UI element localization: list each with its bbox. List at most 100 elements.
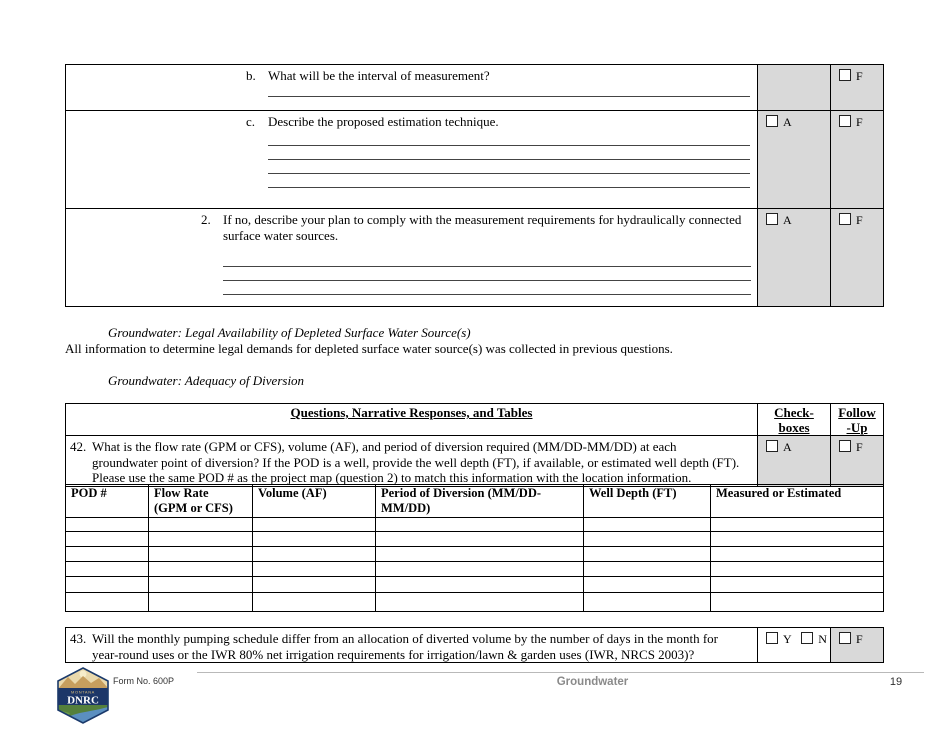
pod-cell[interactable] bbox=[148, 561, 253, 577]
checkbox-a-cell-empty bbox=[757, 64, 831, 111]
question-b-number: b. bbox=[246, 68, 256, 83]
question-c-cell: c. Describe the proposed estimation tech… bbox=[65, 110, 758, 209]
applicant-checkbox[interactable] bbox=[766, 213, 778, 225]
pod-cell[interactable] bbox=[375, 546, 584, 562]
answer-line[interactable] bbox=[268, 146, 750, 160]
pod-cell[interactable] bbox=[583, 517, 711, 532]
measurement-table: b. What will be the interval of measurem… bbox=[65, 64, 884, 307]
yes-checkbox[interactable] bbox=[766, 632, 778, 644]
question-43-line2: year-round uses or the IWR 80% net irrig… bbox=[92, 646, 695, 662]
pod-cell[interactable] bbox=[252, 546, 376, 562]
pod-cell[interactable] bbox=[148, 517, 253, 532]
pod-table: POD # Flow Rate (GPM or CFS) Volume (AF)… bbox=[65, 484, 884, 612]
followup-header-line2: -Up bbox=[846, 420, 868, 435]
question-42-cell: 42. What is the flow rate (GPM or CFS), … bbox=[65, 435, 758, 487]
checkbox-a-cell: A bbox=[757, 435, 831, 487]
pod-cell[interactable] bbox=[375, 531, 584, 547]
pod-cell[interactable] bbox=[65, 531, 149, 547]
pod-header-text: POD # bbox=[71, 486, 107, 500]
pod-header-volume: Volume (AF) bbox=[252, 484, 376, 518]
followup-checkbox[interactable] bbox=[839, 213, 851, 225]
pod-cell[interactable] bbox=[148, 576, 253, 593]
pod-cell[interactable] bbox=[710, 576, 884, 593]
pod-cell[interactable] bbox=[710, 561, 884, 577]
pod-cell[interactable] bbox=[65, 592, 149, 612]
checkbox-f-label: F bbox=[856, 440, 863, 454]
pod-empty-row bbox=[65, 561, 884, 577]
pod-cell[interactable] bbox=[65, 576, 149, 593]
checkbox-a-label: A bbox=[783, 440, 792, 454]
pod-cell[interactable] bbox=[148, 592, 253, 612]
question-43-number: 43. bbox=[70, 631, 87, 646]
pod-cell[interactable] bbox=[375, 592, 584, 612]
pod-header-text: Period of Diversion (MM/DD- bbox=[381, 486, 542, 500]
table-row: 2. If no, describe your plan to comply w… bbox=[65, 208, 884, 307]
pod-header-text: Well Depth (FT) bbox=[589, 486, 677, 500]
pod-header-period: Period of Diversion (MM/DD- MM/DD) bbox=[375, 484, 584, 518]
followup-checkbox[interactable] bbox=[839, 69, 851, 81]
checkbox-f-cell: F bbox=[830, 435, 884, 487]
table-header-row: Questions, Narrative Responses, and Tabl… bbox=[65, 403, 884, 436]
table-row: 43. Will the monthly pumping schedule di… bbox=[65, 627, 884, 663]
footer-page-number: 19 bbox=[889, 676, 903, 688]
answer-line[interactable] bbox=[268, 174, 750, 188]
no-checkbox[interactable] bbox=[801, 632, 814, 644]
pod-empty-row bbox=[65, 531, 884, 547]
pod-cell[interactable] bbox=[583, 592, 711, 612]
checkbox-f-cell: F bbox=[830, 110, 884, 209]
answer-line[interactable] bbox=[268, 88, 750, 97]
section-heading-adequacy: Groundwater: Adequacy of Diversion bbox=[108, 373, 305, 388]
pod-header-pod: POD # bbox=[65, 484, 149, 518]
checkbox-f-label: F bbox=[856, 632, 863, 646]
applicant-checkbox[interactable] bbox=[766, 440, 778, 452]
questions-header-cell: Questions, Narrative Responses, and Tabl… bbox=[65, 403, 758, 436]
followup-checkbox[interactable] bbox=[839, 440, 851, 452]
pod-cell[interactable] bbox=[375, 576, 584, 593]
logo-outline bbox=[57, 667, 109, 724]
answer-line[interactable] bbox=[223, 267, 751, 281]
pod-cell[interactable] bbox=[710, 531, 884, 547]
pod-cell[interactable] bbox=[252, 531, 376, 547]
answer-line[interactable] bbox=[223, 281, 751, 295]
pod-cell[interactable] bbox=[252, 561, 376, 577]
pod-cell[interactable] bbox=[65, 517, 149, 532]
pod-empty-row bbox=[65, 576, 884, 593]
question-b-cell: b. What will be the interval of measurem… bbox=[65, 64, 758, 111]
checkbox-f-label: F bbox=[856, 69, 863, 83]
pod-empty-row bbox=[65, 517, 884, 532]
logo-band bbox=[58, 688, 108, 705]
pod-cell[interactable] bbox=[252, 517, 376, 532]
checkboxes-header-line2: boxes bbox=[778, 420, 810, 435]
pod-cell[interactable] bbox=[148, 546, 253, 562]
pod-cell[interactable] bbox=[710, 592, 884, 612]
pod-cell[interactable] bbox=[583, 531, 711, 547]
followup-checkbox[interactable] bbox=[839, 115, 851, 127]
legal-availability-note: All information to determine legal deman… bbox=[65, 341, 673, 356]
pod-cell[interactable] bbox=[375, 561, 584, 577]
pod-cell[interactable] bbox=[252, 576, 376, 593]
answer-line[interactable] bbox=[268, 132, 750, 146]
answer-line[interactable] bbox=[223, 253, 751, 267]
pod-cell[interactable] bbox=[583, 576, 711, 593]
pod-cell[interactable] bbox=[710, 517, 884, 532]
pod-cell[interactable] bbox=[148, 531, 253, 547]
pod-cell[interactable] bbox=[65, 561, 149, 577]
table-row: b. What will be the interval of measurem… bbox=[65, 64, 884, 111]
pod-cell[interactable] bbox=[252, 592, 376, 612]
pod-cell[interactable] bbox=[583, 561, 711, 577]
pod-cell[interactable] bbox=[710, 546, 884, 562]
answer-line[interactable] bbox=[268, 160, 750, 174]
checkbox-f-cell: F bbox=[830, 208, 884, 307]
checkboxes-header-line1: Check- bbox=[774, 405, 814, 420]
logo-sun-icon bbox=[79, 670, 87, 678]
pod-header-measured: Measured or Estimated bbox=[710, 484, 884, 518]
pod-cell[interactable] bbox=[65, 546, 149, 562]
question-2-line1: If no, describe your plan to comply with… bbox=[223, 212, 742, 227]
pod-cell[interactable] bbox=[375, 517, 584, 532]
applicant-checkbox[interactable] bbox=[766, 115, 778, 127]
pod-cell[interactable] bbox=[583, 546, 711, 562]
pod-empty-row bbox=[65, 592, 884, 612]
logo-state-text: MONTANA bbox=[71, 690, 95, 695]
followup-checkbox[interactable] bbox=[839, 632, 851, 644]
